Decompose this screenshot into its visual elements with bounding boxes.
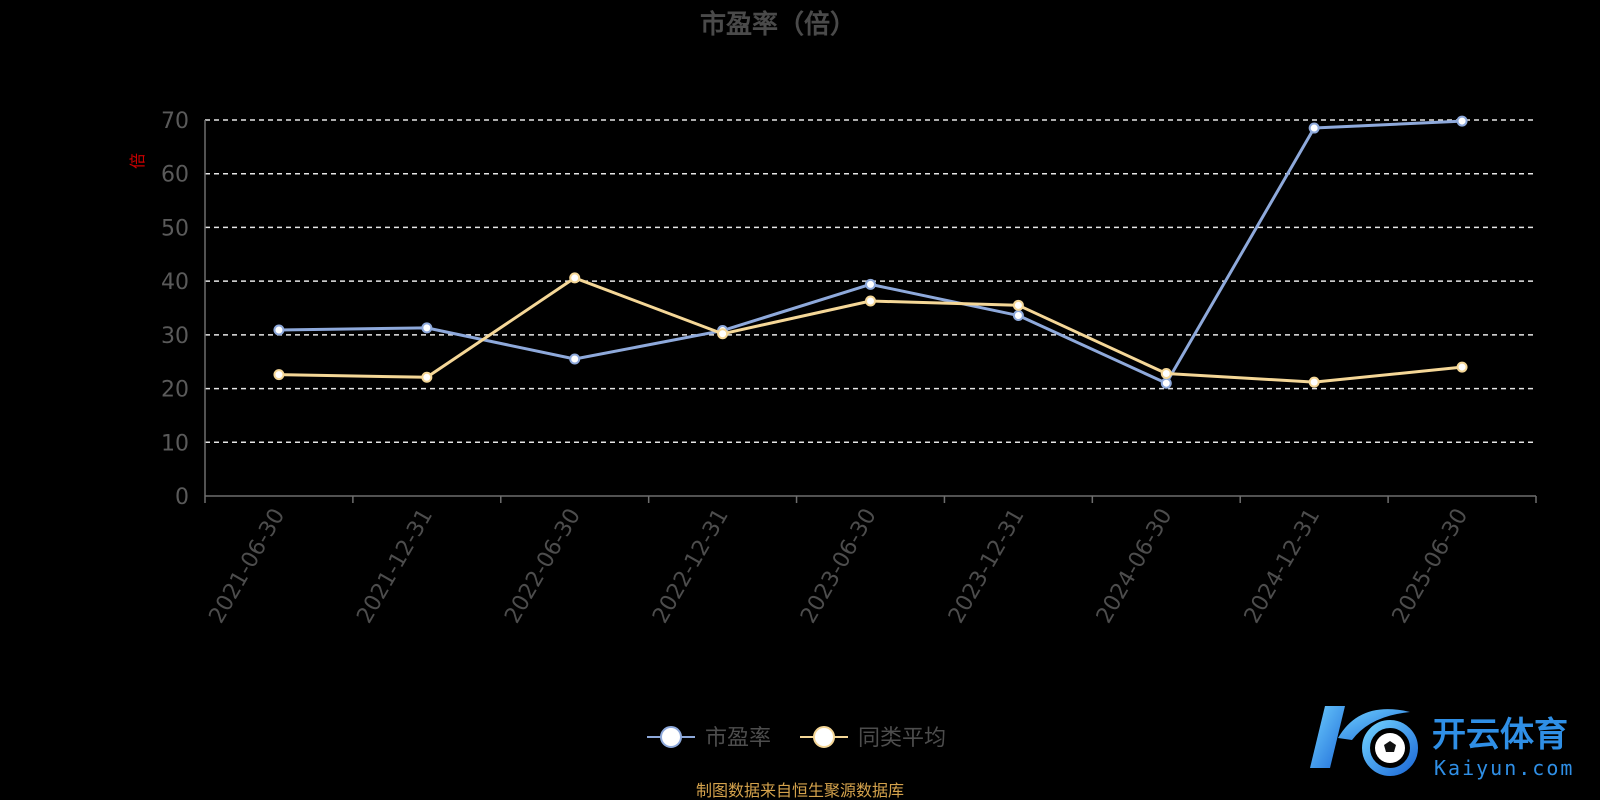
y-axis-ticks: 0 10 20 30 40 50 60 70 xyxy=(161,109,189,510)
y-tick-label: 70 xyxy=(161,109,189,134)
data-point[interactable] xyxy=(1160,368,1172,380)
data-point[interactable] xyxy=(1160,377,1172,389)
y-tick-label: 30 xyxy=(161,324,189,349)
data-point[interactable] xyxy=(1456,361,1468,373)
y-tick-label: 40 xyxy=(161,270,189,295)
data-point[interactable] xyxy=(421,322,433,334)
legend-label-pe: 市盈率 xyxy=(705,726,771,751)
gridlines xyxy=(205,119,1536,444)
x-tick-label: 2022-06-30 xyxy=(500,505,586,628)
chart-title: 市盈率（倍） xyxy=(700,9,856,40)
legend-marker-avg xyxy=(813,726,835,748)
x-tick-label: 2024-06-30 xyxy=(1092,505,1178,628)
logo-k-stem xyxy=(1310,706,1345,768)
legend-item-avg[interactable]: 同类平均 xyxy=(800,726,946,751)
logo-ring xyxy=(1362,720,1418,776)
series-group xyxy=(273,115,1468,389)
data-point[interactable] xyxy=(1308,122,1320,134)
x-tick-label: 2021-12-31 xyxy=(352,505,438,628)
brand-name: 开云体育 xyxy=(1432,715,1568,755)
series-line xyxy=(278,276,1463,384)
data-point[interactable] xyxy=(569,353,581,365)
x-tick-label: 2025-06-30 xyxy=(1388,505,1474,628)
series-0 xyxy=(273,115,1468,389)
data-point[interactable] xyxy=(273,324,285,336)
x-tick-label: 2023-06-30 xyxy=(796,505,882,628)
data-point[interactable] xyxy=(865,295,876,307)
data-point[interactable] xyxy=(1012,299,1024,311)
legend-label-avg: 同类平均 xyxy=(858,726,946,751)
legend-item-pe[interactable]: 市盈率 xyxy=(647,726,771,751)
brand-domain: Kaiyun.com xyxy=(1434,756,1574,780)
axes xyxy=(204,120,1536,497)
data-point[interactable] xyxy=(1308,376,1320,388)
data-source-note: 制图数据来自恒生聚源数据库 xyxy=(696,781,904,800)
x-tick-label: 2022-12-31 xyxy=(648,505,734,628)
data-point[interactable] xyxy=(1456,115,1468,127)
x-tick-label: 2024-12-31 xyxy=(1240,505,1326,628)
legend-marker-pe xyxy=(660,726,682,748)
y-tick-label: 10 xyxy=(161,431,189,456)
watermark-logo: 开云体育 Kaiyun.com xyxy=(1310,706,1574,780)
y-tick-label: 20 xyxy=(161,378,189,403)
data-point[interactable] xyxy=(569,272,581,284)
data-point[interactable] xyxy=(717,328,729,340)
soccer-ball-pentagon xyxy=(1384,741,1396,752)
data-point[interactable] xyxy=(273,369,285,381)
data-point[interactable] xyxy=(421,371,433,383)
data-point[interactable] xyxy=(865,278,876,290)
y-tick-label: 60 xyxy=(161,163,189,188)
y-axis-label: 倍 xyxy=(128,153,147,169)
logo-k-arm xyxy=(1338,709,1410,740)
series-line xyxy=(278,119,1463,385)
x-axis-ticks: 2021-06-30 2021-12-31 2022-06-30 2022-12-31… xyxy=(204,496,1537,628)
legend: 市盈率 同类平均 xyxy=(647,726,946,751)
y-tick-label: 50 xyxy=(161,216,189,241)
data-point[interactable] xyxy=(1012,310,1024,322)
x-tick-label: 2021-06-30 xyxy=(205,505,291,628)
series-1 xyxy=(273,272,1468,388)
y-tick-label: 0 xyxy=(175,485,189,510)
x-tick-label: 2023-12-31 xyxy=(944,505,1030,628)
